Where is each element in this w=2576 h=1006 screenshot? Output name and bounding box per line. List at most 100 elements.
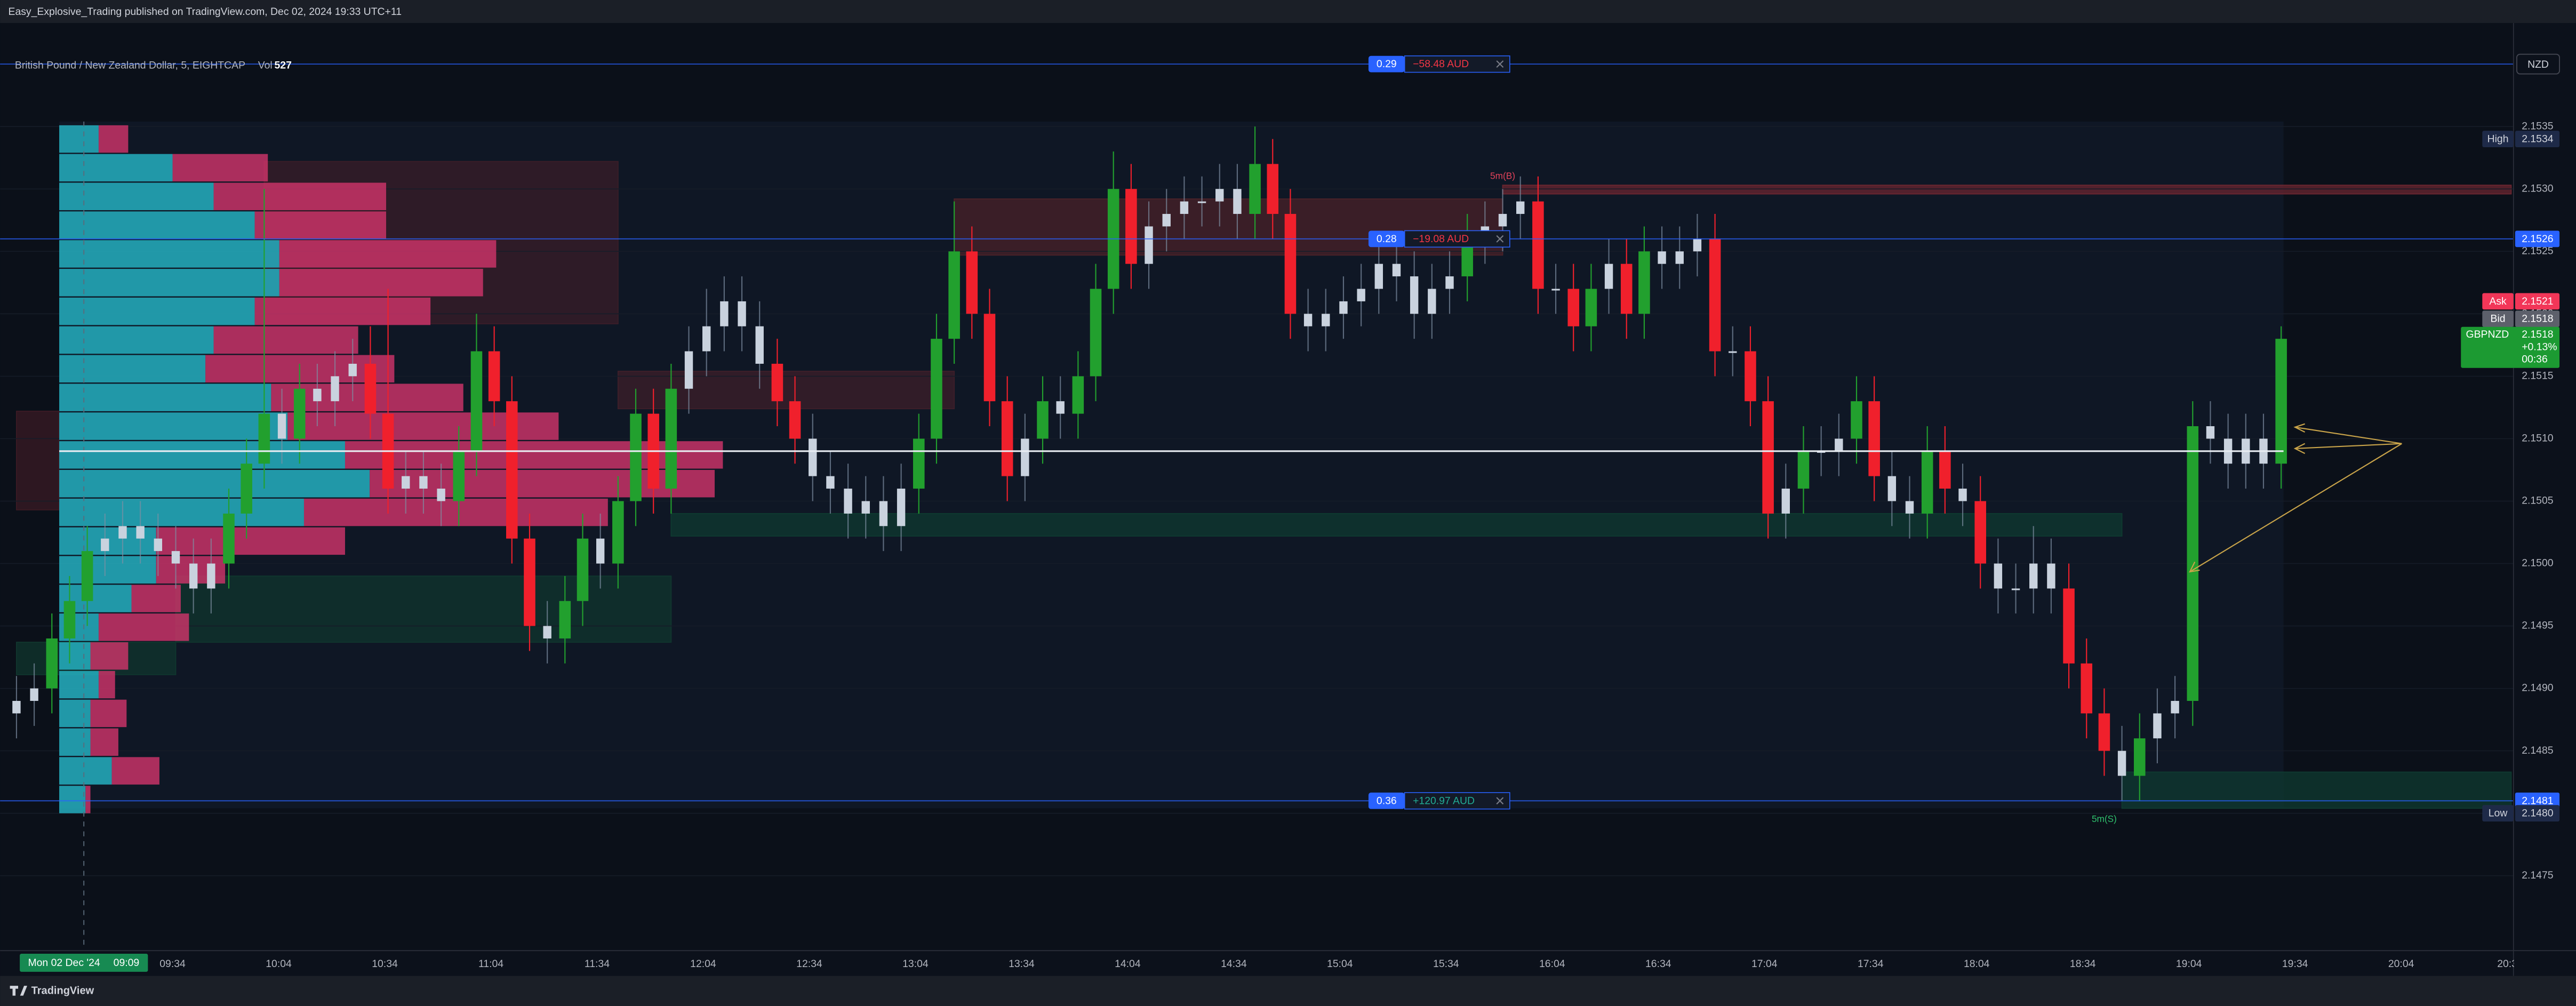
- candle-body: [1145, 226, 1153, 264]
- badge-label: Low: [2489, 808, 2508, 819]
- volume-profile: [59, 125, 723, 813]
- candle-body: [1303, 314, 1313, 326]
- badge-box: [2515, 131, 2560, 147]
- candle-body: [966, 251, 978, 314]
- candle-body: [1339, 301, 1348, 314]
- badge-change: +0.13%: [2522, 341, 2557, 353]
- x-tick-label: 19:04: [2176, 958, 2202, 970]
- candle-body: [2063, 588, 2075, 664]
- x-tick-label: 14:04: [1115, 958, 1141, 970]
- candle-body: [419, 476, 428, 489]
- candle-body: [809, 438, 817, 476]
- candle-body: [1267, 164, 1279, 214]
- candle-body: [2153, 713, 2162, 739]
- vp-buy: [59, 125, 99, 153]
- x-tick-label: 20:3: [2497, 958, 2517, 970]
- candle-body: [1745, 351, 1756, 402]
- position-size-box: [1368, 230, 1405, 247]
- candle-body: [559, 601, 571, 638]
- grid: [0, 126, 2514, 876]
- vp-buy: [59, 670, 99, 699]
- position-close: [1496, 797, 1504, 805]
- vp-sell: [156, 527, 345, 555]
- drawing-arrows: [2189, 423, 2402, 573]
- candle-body: [1638, 251, 1650, 314]
- zone: [670, 513, 2123, 537]
- candle-body: [488, 351, 500, 402]
- candle-body: [1781, 489, 1790, 514]
- y-tick-label: 2.1490: [2522, 682, 2554, 694]
- badge-label: Ask: [2489, 296, 2507, 307]
- crosshair-clock: 09:09: [114, 957, 140, 969]
- candle-body: [1693, 238, 1702, 252]
- x-tick-label: 11:34: [585, 958, 610, 970]
- candle-body: [1905, 501, 1914, 514]
- candle-body: [1125, 189, 1137, 264]
- vp-buy: [59, 412, 288, 440]
- zone: [16, 410, 60, 510]
- candle-body: [2081, 663, 2093, 714]
- arrow: [2294, 426, 2402, 444]
- currency-box[interactable]: [2516, 53, 2560, 75]
- x-tick-label: 18:04: [1964, 958, 1990, 970]
- candle-body: [171, 551, 180, 564]
- candle-body: [1658, 251, 1666, 264]
- volume-label: Vol: [258, 59, 273, 71]
- vp-sell: [98, 613, 189, 641]
- x-tick-label: 12:04: [690, 958, 716, 970]
- candle-body: [1284, 214, 1297, 314]
- x-tick-label: 20:04: [2388, 958, 2414, 970]
- candle-body: [470, 351, 483, 451]
- vp-sell: [98, 125, 129, 153]
- position-pnl: +120.97 AUD: [1413, 795, 1475, 807]
- position-size: 0.28: [1377, 233, 1397, 245]
- candle-body: [81, 551, 93, 601]
- position-size-box: [1368, 792, 1405, 809]
- vp-sell: [90, 728, 118, 756]
- candle-body: [771, 363, 783, 402]
- y-tick-label: 2.1505: [2522, 495, 2553, 507]
- candle-body: [1939, 451, 1951, 489]
- vp-buy: [59, 240, 279, 268]
- vp-sell: [85, 786, 91, 813]
- candle-body: [1037, 401, 1049, 439]
- zone: [175, 575, 672, 643]
- position-pnl-box: [1404, 55, 1510, 73]
- y-tick-label: 2.1525: [2522, 245, 2553, 257]
- x-tick-label: 17:04: [1751, 958, 1778, 970]
- vp-buy: [59, 469, 370, 498]
- candle-body: [1835, 438, 1843, 451]
- badge-box: [2515, 293, 2560, 310]
- currency[interactable]: NZD: [2527, 59, 2549, 70]
- badge-label: High: [2487, 133, 2509, 145]
- candle-body: [665, 388, 677, 489]
- bottom-bar: [0, 976, 2576, 1006]
- position-pnl-box: [1404, 230, 1510, 248]
- candle-body: [2187, 426, 2199, 701]
- position-size-box: [1368, 55, 1405, 73]
- candle-body: [543, 626, 551, 638]
- candle-body: [1090, 289, 1102, 377]
- candle-body: [1021, 438, 1029, 476]
- candle-body: [2047, 563, 2055, 589]
- y-tick-label: 2.1530: [2522, 182, 2554, 194]
- candle-body: [1958, 489, 1967, 501]
- candle-body: [2206, 426, 2215, 439]
- candle-body: [189, 563, 198, 589]
- badge-label: GBPNZD: [2466, 329, 2509, 340]
- candle-body: [293, 388, 306, 439]
- x-tick-label: 12:34: [796, 958, 822, 970]
- candle-body: [1797, 451, 1810, 489]
- candle-body: [879, 501, 888, 526]
- vp-buy: [59, 154, 173, 182]
- vp-buy: [59, 355, 206, 383]
- x-tick-label: 16:34: [1645, 958, 1671, 970]
- candle-body: [1392, 264, 1401, 277]
- vp-sell: [287, 412, 559, 440]
- candle-body: [348, 363, 357, 377]
- top-bar: [0, 0, 2576, 23]
- x-tick-label: 11:04: [478, 958, 503, 970]
- candle-body: [46, 638, 58, 689]
- symbol-title: British Pound / New Zealand Dollar, 5, E…: [15, 59, 245, 71]
